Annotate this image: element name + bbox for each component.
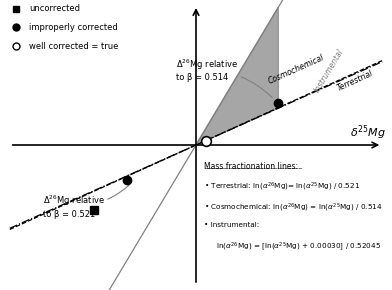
Polygon shape xyxy=(127,145,196,176)
Text: $\delta^{25}$Mg: $\delta^{25}$Mg xyxy=(350,123,386,142)
Text: ____________________________: ____________________________ xyxy=(204,163,302,169)
Text: Instrumental: Instrumental xyxy=(313,48,346,94)
Text: • Instrumental:: • Instrumental: xyxy=(204,222,259,228)
Text: well corrected = true: well corrected = true xyxy=(29,41,119,50)
Text: • Terrestrial: ln($\alpha^{26}$Mg)= ln($\alpha^{25}$Mg) / 0.521: • Terrestrial: ln($\alpha^{26}$Mg)= ln($… xyxy=(204,181,360,193)
Polygon shape xyxy=(196,7,278,145)
Text: Terrestrial: Terrestrial xyxy=(336,69,374,93)
Text: uncorrected: uncorrected xyxy=(29,4,80,13)
Text: Mass fractionation lines:: Mass fractionation lines: xyxy=(204,162,298,171)
Text: • Cosmochemical: ln($\alpha^{26}$Mg) = ln($\alpha^{25}$Mg) / 0.514: • Cosmochemical: ln($\alpha^{26}$Mg) = l… xyxy=(204,201,382,214)
Text: ln($\alpha^{26}$Mg) = [ln($\alpha^{25}$Mg) + 0.00030] / 0.52045: ln($\alpha^{26}$Mg) = [ln($\alpha^{25}$M… xyxy=(216,240,381,253)
Text: $\Delta^{26}$Mg relative
to β = 0.514: $\Delta^{26}$Mg relative to β = 0.514 xyxy=(176,57,272,98)
Text: $\Delta^{26}$Mg relative
to β = 0.521: $\Delta^{26}$Mg relative to β = 0.521 xyxy=(43,185,129,219)
Text: $\delta^{26}$Mg: $\delta^{26}$Mg xyxy=(182,0,218,2)
Text: improperly corrected: improperly corrected xyxy=(29,23,118,32)
Text: Cosmochemical: Cosmochemical xyxy=(267,53,325,86)
